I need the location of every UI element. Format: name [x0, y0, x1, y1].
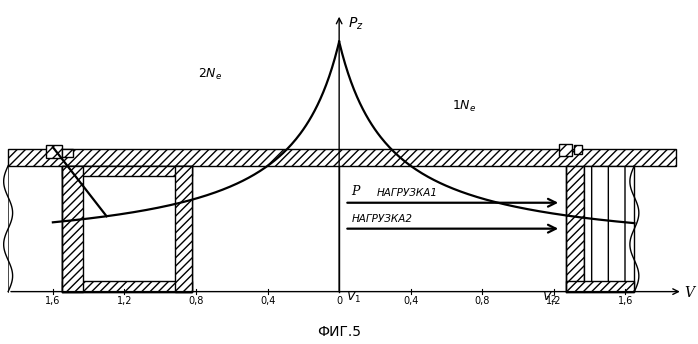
Text: 0,4: 0,4 [403, 296, 418, 306]
Bar [584, 166, 634, 292]
Text: 0,8: 0,8 [475, 296, 490, 306]
Bar [566, 166, 584, 292]
Bar [62, 149, 73, 157]
Text: $V_1$: $V_1$ [346, 290, 362, 305]
Bar [62, 166, 193, 176]
Bar [62, 281, 193, 292]
Text: ФИГ.5: ФИГ.5 [317, 325, 361, 339]
Text: $2N_e$: $2N_e$ [198, 67, 223, 83]
Text: НАГРУЗКА1: НАГРУЗКА1 [377, 188, 438, 198]
Text: V: V [685, 287, 695, 300]
Text: 1,6: 1,6 [45, 296, 61, 306]
Text: 0: 0 [336, 296, 342, 306]
Bar [559, 144, 572, 157]
Text: НАГРУЗКА2: НАГРУЗКА2 [352, 214, 413, 224]
Text: 1,6: 1,6 [618, 296, 633, 306]
Bar [566, 281, 634, 292]
Text: 0,4: 0,4 [260, 296, 275, 306]
Bar [574, 146, 583, 154]
Bar [8, 149, 676, 166]
Bar [174, 166, 193, 292]
Text: $1N_e$: $1N_e$ [452, 99, 477, 114]
Bar [62, 166, 83, 292]
Text: $P_z$: $P_z$ [348, 16, 364, 32]
Text: 1,2: 1,2 [117, 296, 132, 306]
Bar [45, 146, 62, 158]
Text: P: P [352, 185, 360, 198]
Text: $V_2$: $V_2$ [542, 290, 558, 305]
Bar [62, 166, 193, 292]
Text: 0,8: 0,8 [188, 296, 204, 306]
Text: 1,2: 1,2 [546, 296, 562, 306]
